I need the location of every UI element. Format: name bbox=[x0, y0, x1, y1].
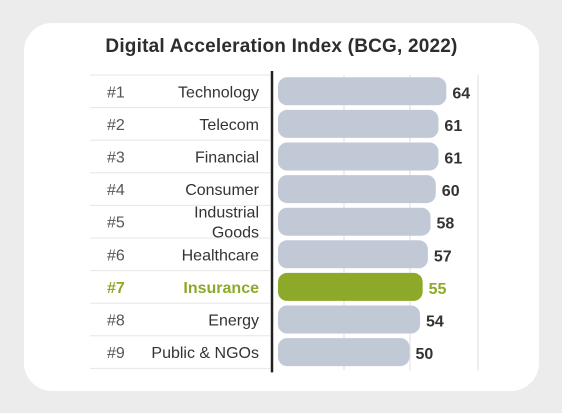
bar bbox=[278, 109, 439, 138]
bar-row: #7 Insurance 55 bbox=[107, 272, 447, 301]
value-label: 64 bbox=[452, 85, 470, 102]
category-label: Industrial bbox=[194, 205, 259, 222]
category-label: Insurance bbox=[183, 280, 259, 297]
category-label: Energy bbox=[208, 313, 259, 330]
rank-label: #7 bbox=[107, 280, 125, 297]
rank-label: #9 bbox=[107, 345, 125, 362]
category-label: Consumer bbox=[185, 182, 259, 199]
value-label: 60 bbox=[442, 183, 460, 200]
bar bbox=[278, 240, 428, 269]
category-label: Financial bbox=[195, 150, 259, 167]
rank-label: #5 bbox=[107, 215, 125, 232]
bar-row: #6 Healthcare 57 bbox=[107, 240, 452, 269]
rank-label: #6 bbox=[107, 247, 125, 264]
bar-row: #5 Industrial Goods 58 bbox=[107, 205, 454, 242]
rank-label: #8 bbox=[107, 313, 125, 330]
bar bbox=[278, 338, 410, 367]
rank-label: #1 bbox=[107, 84, 125, 101]
bar-chart: #1 Technology 64 #2 Telecom 61 #3 Financial 61 #4… bbox=[90, 71, 479, 373]
category-label: Healthcare bbox=[182, 247, 259, 264]
bar-row: #8 Energy 54 bbox=[107, 305, 444, 334]
value-label: 61 bbox=[444, 151, 462, 168]
value-label: 61 bbox=[444, 118, 462, 135]
value-label: 57 bbox=[434, 248, 452, 265]
category-label: Technology bbox=[178, 84, 259, 101]
value-label: 55 bbox=[429, 281, 447, 298]
bar bbox=[278, 207, 431, 236]
value-label: 54 bbox=[426, 314, 444, 331]
rank-label: #2 bbox=[107, 117, 125, 134]
bar bbox=[278, 175, 436, 204]
category-label: Telecom bbox=[199, 117, 259, 134]
bar bbox=[278, 305, 421, 334]
value-label: 50 bbox=[416, 346, 434, 363]
category-label: Goods bbox=[212, 225, 259, 242]
chart-card: Digital Acceleration Index (BCG, 2022) #… bbox=[24, 23, 539, 391]
chart-title: Digital Acceleration Index (BCG, 2022) bbox=[105, 36, 458, 57]
bar-row: #4 Consumer 60 bbox=[107, 175, 460, 204]
bar-row: #9 Public & NGOs 50 bbox=[107, 338, 434, 367]
rank-label: #3 bbox=[107, 150, 125, 167]
bar bbox=[278, 142, 439, 171]
bar-row: #3 Financial 61 bbox=[107, 142, 462, 171]
rank-label: #4 bbox=[107, 182, 125, 199]
bar bbox=[278, 272, 423, 301]
bar bbox=[278, 77, 447, 106]
category-label: Public & NGOs bbox=[151, 345, 259, 362]
value-label: 58 bbox=[437, 216, 455, 233]
bar-row: #1 Technology 64 bbox=[107, 77, 470, 106]
bar-row: #2 Telecom 61 bbox=[107, 109, 462, 138]
